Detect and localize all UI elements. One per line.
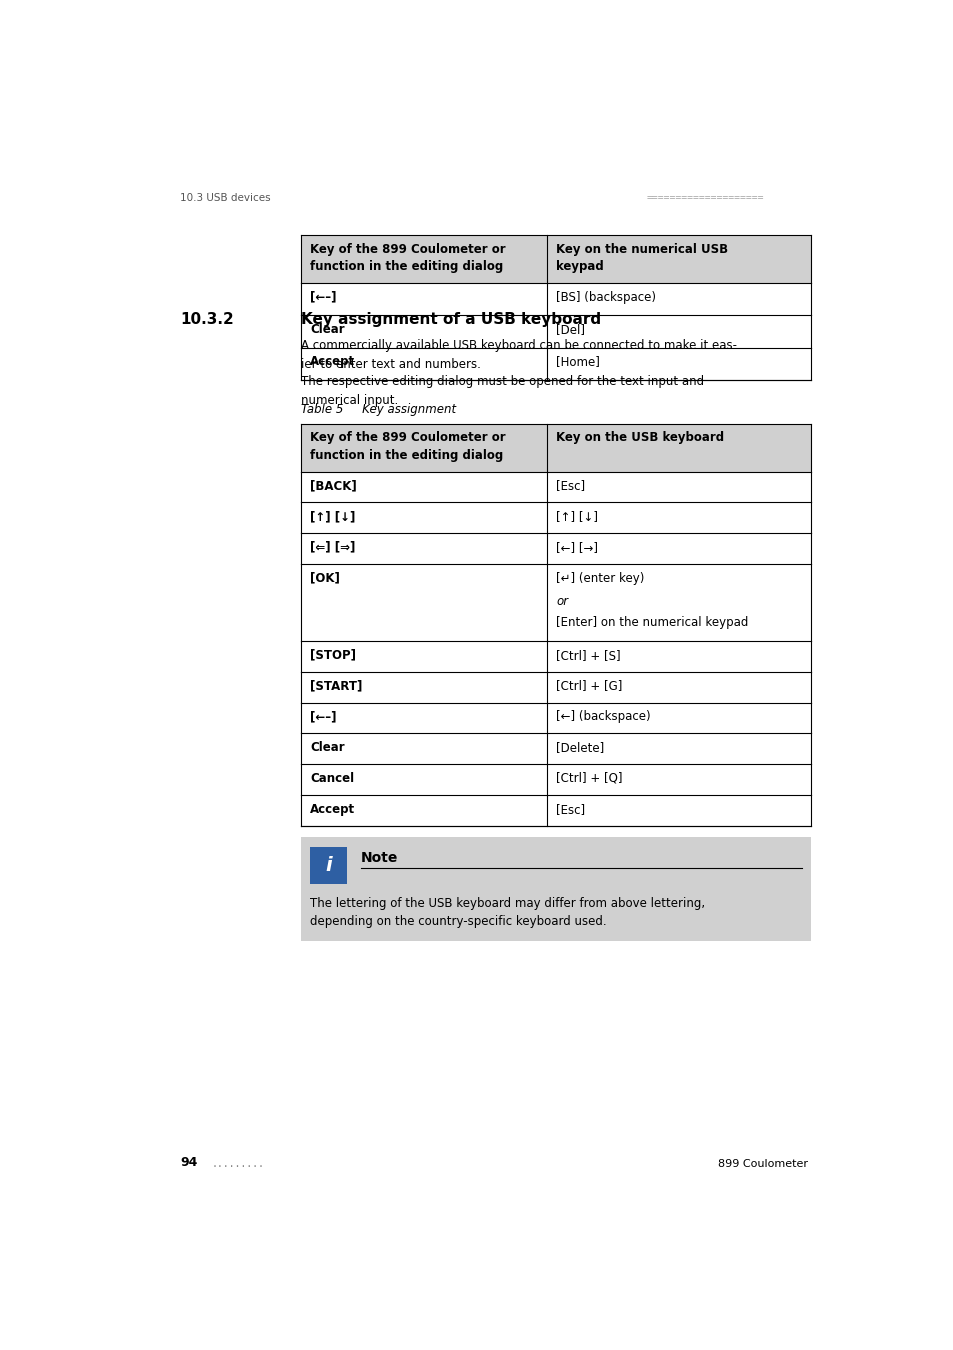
Text: Key of the 899 Coulometer or
function in the editing dialog: Key of the 899 Coulometer or function in… bbox=[310, 243, 505, 273]
Text: The respective editing dialog must be opened for the text input and
numerical in: The respective editing dialog must be op… bbox=[300, 375, 703, 406]
Text: Key assignment of a USB keyboard: Key assignment of a USB keyboard bbox=[300, 312, 600, 327]
Text: 10.3.2: 10.3.2 bbox=[180, 312, 234, 327]
Text: Note: Note bbox=[360, 850, 398, 865]
Text: [Ctrl] + [Q]: [Ctrl] + [Q] bbox=[556, 772, 622, 784]
Text: [BS] (backspace): [BS] (backspace) bbox=[556, 290, 656, 304]
Text: [⇐] [⇒]: [⇐] [⇒] bbox=[310, 541, 355, 554]
Text: [Del]: [Del] bbox=[556, 323, 585, 336]
Text: .........: ......... bbox=[212, 1160, 264, 1169]
Text: i: i bbox=[325, 856, 332, 875]
Text: [←] [→]: [←] [→] bbox=[556, 541, 598, 554]
Text: [Home]: [Home] bbox=[556, 355, 599, 369]
Text: A commercially available USB keyboard can be connected to make it eas-
ier to en: A commercially available USB keyboard ca… bbox=[300, 339, 736, 371]
Text: Clear: Clear bbox=[310, 741, 344, 755]
Text: [↑] [↓]: [↑] [↓] bbox=[310, 510, 355, 522]
Bar bbox=[310, 848, 347, 884]
Text: 94: 94 bbox=[180, 1156, 197, 1169]
Text: or: or bbox=[556, 595, 568, 608]
Text: [Esc]: [Esc] bbox=[556, 803, 585, 815]
Bar bbox=[300, 235, 810, 284]
Text: [STOP]: [STOP] bbox=[310, 648, 355, 662]
Text: Cancel: Cancel bbox=[310, 772, 354, 784]
Text: [↑] [↓]: [↑] [↓] bbox=[556, 510, 598, 522]
Bar bbox=[300, 424, 810, 471]
Text: Key of the 899 Coulometer or
function in the editing dialog: Key of the 899 Coulometer or function in… bbox=[310, 432, 505, 462]
Text: [←–]: [←–] bbox=[310, 710, 336, 724]
Text: Table 5     Key assignment: Table 5 Key assignment bbox=[300, 404, 456, 416]
Text: Key on the numerical USB
keypad: Key on the numerical USB keypad bbox=[556, 243, 728, 273]
Text: Accept: Accept bbox=[310, 803, 355, 815]
Text: [←–]: [←–] bbox=[310, 290, 336, 304]
Text: 899 Coulometer: 899 Coulometer bbox=[718, 1160, 807, 1169]
Text: ====================: ==================== bbox=[645, 193, 763, 202]
Text: Key on the USB keyboard: Key on the USB keyboard bbox=[556, 432, 723, 444]
Text: [Delete]: [Delete] bbox=[556, 741, 604, 755]
Text: [Ctrl] + [S]: [Ctrl] + [S] bbox=[556, 648, 620, 662]
Text: The lettering of the USB keyboard may differ from above lettering,
depending on : The lettering of the USB keyboard may di… bbox=[310, 896, 704, 927]
Text: [START]: [START] bbox=[310, 679, 362, 693]
Text: [←] (backspace): [←] (backspace) bbox=[556, 710, 650, 724]
Text: [BACK]: [BACK] bbox=[310, 479, 356, 493]
Bar bbox=[300, 837, 810, 941]
Text: Accept: Accept bbox=[310, 355, 355, 369]
Text: 10.3 USB devices: 10.3 USB devices bbox=[180, 193, 271, 202]
Text: [Esc]: [Esc] bbox=[556, 479, 585, 493]
Text: [Ctrl] + [G]: [Ctrl] + [G] bbox=[556, 679, 622, 693]
Text: [OK]: [OK] bbox=[310, 571, 339, 585]
Text: Clear: Clear bbox=[310, 323, 344, 336]
Text: [Enter] on the numerical keypad: [Enter] on the numerical keypad bbox=[556, 616, 748, 629]
Text: [↵] (enter key): [↵] (enter key) bbox=[556, 571, 644, 585]
